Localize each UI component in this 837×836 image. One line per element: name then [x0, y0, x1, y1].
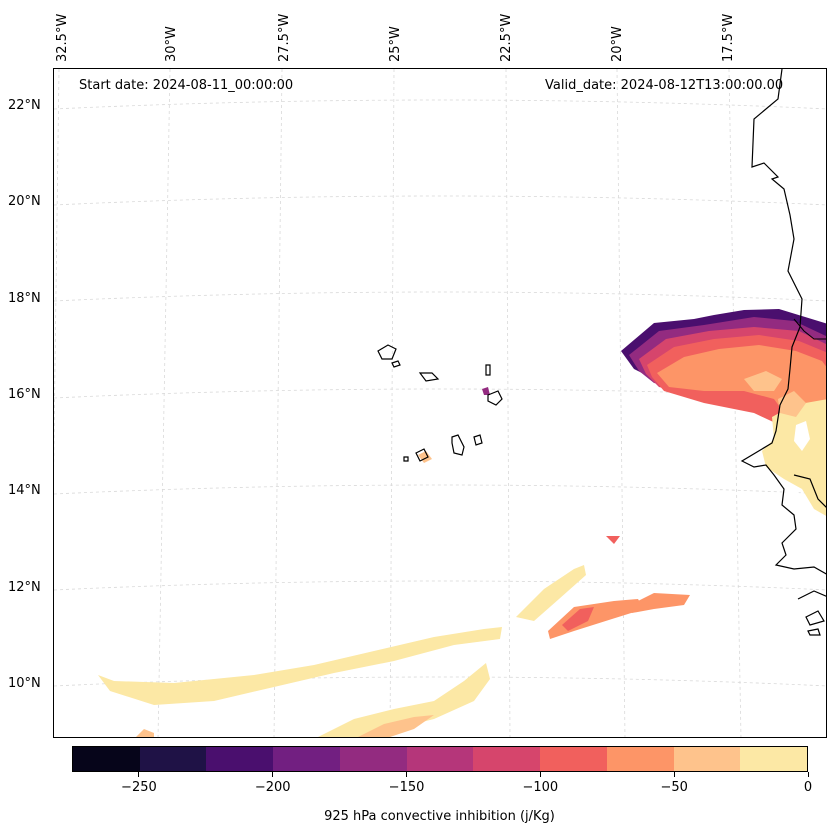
border-line: [793, 318, 826, 340]
map-canvas: [54, 69, 826, 737]
cin-patch-coast: [606, 536, 620, 544]
cin-band-south-4: [626, 593, 690, 613]
lon-label-17-5w: 17.5°W: [721, 13, 736, 62]
lat-label-20n: 20°N: [8, 194, 41, 209]
longitude-gridlines: [54, 69, 742, 737]
colorbar-tick-label: −250: [121, 780, 157, 795]
colorbar-tick-label: 0: [803, 780, 813, 795]
colorbar-tick-label: −100: [522, 780, 559, 795]
cin-region-south: [98, 565, 690, 737]
lon-label-30w: 30°W: [164, 26, 179, 62]
gridline-22n: [54, 99, 826, 110]
cin-band-south-1: [516, 565, 586, 621]
colorbar-swatch-10: [740, 747, 808, 771]
colorbar-tick-mark: [138, 772, 140, 777]
gridline-14n: [54, 484, 826, 495]
coast-detail-guinea-bissau: [797, 590, 826, 636]
colorbar-swatch-2: [206, 747, 274, 771]
gridline-20w: [616, 69, 626, 737]
cin-region-senegal: [621, 309, 826, 516]
african-coastline: [740, 69, 826, 575]
cin-patch-cape-verde-south: [418, 451, 432, 463]
lon-label-20w: 20°W: [610, 26, 625, 62]
cin-band-south-2: [548, 599, 644, 639]
gridline-10n: [54, 676, 826, 687]
gridline-20n: [54, 195, 826, 206]
cin-hole-2: [784, 483, 802, 511]
lat-label-18n: 18°N: [8, 291, 41, 306]
gridline-18n: [54, 291, 826, 302]
island-fogo: [415, 448, 429, 462]
colorbar-swatch-6: [473, 747, 541, 771]
lat-label-16n: 16°N: [8, 387, 41, 402]
cin-band-west-3: [358, 715, 434, 737]
island-boa-vista: [487, 390, 503, 406]
gridline-25w: [389, 69, 395, 737]
lon-label-27-5w: 27.5°W: [277, 13, 292, 62]
coast-detail-senegal: [793, 474, 826, 508]
gridline-30w: [157, 69, 171, 737]
island-santiago: [451, 434, 465, 456]
colorbar-tick-mark: [673, 772, 675, 777]
colorbar-swatch-8: [606, 747, 674, 771]
map-panel[interactable]: [53, 68, 827, 738]
island-maio: [473, 434, 483, 446]
lat-label-10n: 10°N: [8, 676, 41, 691]
lat-label-22n: 22°N: [8, 98, 41, 113]
colorbar-tick-label: −150: [388, 780, 425, 795]
colorbar-swatch-3: [273, 747, 340, 771]
gridline-12n: [54, 580, 826, 591]
cin-band-50: [657, 345, 826, 443]
island-sal: [485, 364, 491, 376]
cin-band-south-3: [562, 607, 594, 631]
island-sao-nicolau: [418, 372, 440, 382]
cin-band-0-south: [762, 399, 826, 516]
lat-label-12n: 12°N: [8, 580, 41, 595]
colorbar-tick-mark: [807, 772, 809, 777]
gridline-17-5w: [728, 69, 742, 737]
colorbar-tick-mark: [539, 772, 541, 777]
colorbar-swatch-0: [73, 747, 140, 771]
cin-band-25: [744, 371, 782, 391]
gridline-32-5w: [54, 69, 60, 472]
lat-label-14n: 14°N: [8, 483, 41, 498]
gridline-22-5w: [505, 69, 511, 737]
colorbar-swatch-4: [339, 747, 407, 771]
cin-band-0-north: [778, 391, 806, 417]
lon-label-32-5w: 32.5°W: [55, 13, 70, 62]
cin-band-west-2: [318, 663, 490, 737]
colorbar: [72, 746, 808, 772]
colorbar-title: 925 hPa convective inhibition (j/Kg): [324, 809, 555, 824]
start-date-label: Start date: 2024-08-11_00:00:00: [79, 78, 294, 93]
colorbar-tick-label: −50: [660, 780, 688, 795]
cape-verde-islands: [377, 344, 503, 462]
island-sao-vicente: [391, 360, 401, 368]
colorbar-tick-mark: [272, 772, 274, 777]
island-brava: [403, 456, 409, 462]
valid-date-label: Valid_date: 2024-08-12T13:00:00.00: [545, 78, 784, 93]
cin-band-west-1: [98, 627, 502, 705]
colorbar-tick-mark: [406, 772, 408, 777]
cin-band-west-4: [136, 729, 154, 737]
colorbar-swatch-1: [139, 747, 207, 771]
cin-hole-1: [794, 421, 810, 451]
colorbar-tick-label: −200: [254, 780, 291, 795]
cin-patch-cape-verde-east: [482, 387, 490, 395]
colorbar-swatch-5: [406, 747, 474, 771]
colorbar-swatch-9: [673, 747, 741, 771]
lon-label-22-5w: 22.5°W: [499, 13, 514, 62]
lon-label-25w: 25°W: [388, 26, 403, 62]
gridline-27-5w: [273, 69, 283, 737]
colorbar-swatch-7: [540, 747, 607, 771]
island-santo-antao: [377, 344, 397, 360]
